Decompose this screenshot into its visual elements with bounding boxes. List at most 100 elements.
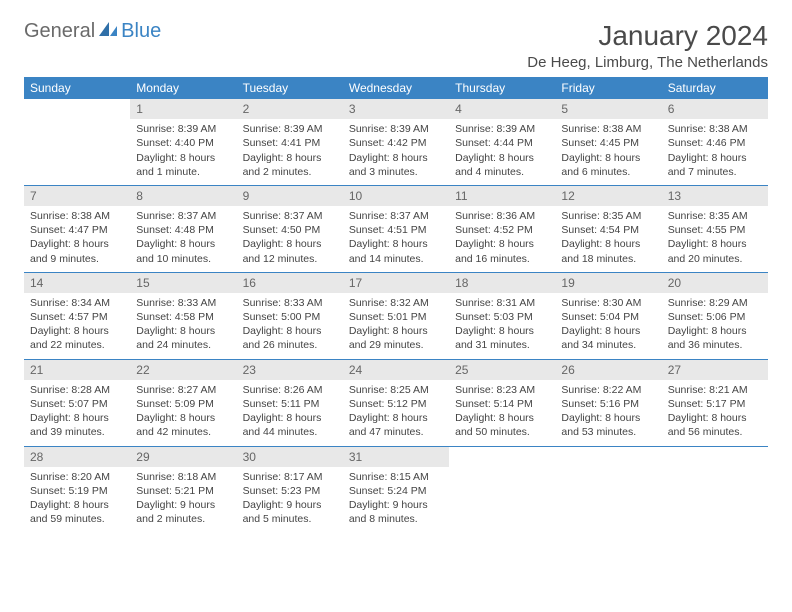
day-sunrise: Sunrise: 8:25 AM bbox=[349, 383, 443, 397]
day-details: Sunrise: 8:36 AMSunset: 4:52 PMDaylight:… bbox=[449, 206, 555, 272]
day-dl2: and 2 minutes. bbox=[136, 512, 230, 526]
day-dl2: and 1 minute. bbox=[136, 165, 230, 179]
day-number: 17 bbox=[343, 273, 449, 293]
calendar-cell: 15Sunrise: 8:33 AMSunset: 4:58 PMDayligh… bbox=[130, 272, 236, 359]
day-dl2: and 26 minutes. bbox=[243, 338, 337, 352]
calendar-cell: 24Sunrise: 8:25 AMSunset: 5:12 PMDayligh… bbox=[343, 359, 449, 446]
day-sunrise: Sunrise: 8:39 AM bbox=[455, 122, 549, 136]
day-dl2: and 56 minutes. bbox=[668, 425, 762, 439]
day-dl1: Daylight: 8 hours bbox=[349, 324, 443, 338]
day-sunset: Sunset: 5:04 PM bbox=[561, 310, 655, 324]
day-sunrise: Sunrise: 8:32 AM bbox=[349, 296, 443, 310]
calendar-cell: 16Sunrise: 8:33 AMSunset: 5:00 PMDayligh… bbox=[237, 272, 343, 359]
day-number: 9 bbox=[237, 186, 343, 206]
day-number: 23 bbox=[237, 360, 343, 380]
day-dl1: Daylight: 8 hours bbox=[136, 411, 230, 425]
day-number: 22 bbox=[130, 360, 236, 380]
calendar-cell: 27Sunrise: 8:21 AMSunset: 5:17 PMDayligh… bbox=[662, 359, 768, 446]
day-details: Sunrise: 8:17 AMSunset: 5:23 PMDaylight:… bbox=[237, 467, 343, 533]
day-number: 28 bbox=[24, 447, 130, 467]
day-sunrise: Sunrise: 8:37 AM bbox=[136, 209, 230, 223]
day-details: Sunrise: 8:39 AMSunset: 4:44 PMDaylight:… bbox=[449, 119, 555, 185]
calendar-cell: .. bbox=[555, 446, 661, 532]
day-details: Sunrise: 8:39 AMSunset: 4:42 PMDaylight:… bbox=[343, 119, 449, 185]
day-dl2: and 59 minutes. bbox=[30, 512, 124, 526]
weekday-header: Saturday bbox=[662, 77, 768, 99]
calendar-cell: 22Sunrise: 8:27 AMSunset: 5:09 PMDayligh… bbox=[130, 359, 236, 446]
day-details: Sunrise: 8:37 AMSunset: 4:51 PMDaylight:… bbox=[343, 206, 449, 272]
day-details: Sunrise: 8:34 AMSunset: 4:57 PMDaylight:… bbox=[24, 293, 130, 359]
day-dl2: and 39 minutes. bbox=[30, 425, 124, 439]
day-sunrise: Sunrise: 8:18 AM bbox=[136, 470, 230, 484]
location: De Heeg, Limburg, The Netherlands bbox=[527, 54, 768, 71]
calendar-cell: .. bbox=[24, 99, 130, 185]
day-sunset: Sunset: 4:55 PM bbox=[668, 223, 762, 237]
day-dl2: and 20 minutes. bbox=[668, 252, 762, 266]
day-details: Sunrise: 8:39 AMSunset: 4:41 PMDaylight:… bbox=[237, 119, 343, 185]
calendar-cell: 29Sunrise: 8:18 AMSunset: 5:21 PMDayligh… bbox=[130, 446, 236, 532]
day-dl1: Daylight: 8 hours bbox=[561, 411, 655, 425]
day-dl1: Daylight: 8 hours bbox=[668, 237, 762, 251]
day-dl2: and 18 minutes. bbox=[561, 252, 655, 266]
day-sunrise: Sunrise: 8:39 AM bbox=[243, 122, 337, 136]
day-number: 7 bbox=[24, 186, 130, 206]
day-dl2: and 47 minutes. bbox=[349, 425, 443, 439]
day-number: 29 bbox=[130, 447, 236, 467]
day-dl1: Daylight: 8 hours bbox=[243, 324, 337, 338]
calendar-cell: 28Sunrise: 8:20 AMSunset: 5:19 PMDayligh… bbox=[24, 446, 130, 532]
day-dl1: Daylight: 8 hours bbox=[243, 151, 337, 165]
day-sunrise: Sunrise: 8:17 AM bbox=[243, 470, 337, 484]
day-sunrise: Sunrise: 8:21 AM bbox=[668, 383, 762, 397]
day-sunrise: Sunrise: 8:37 AM bbox=[243, 209, 337, 223]
day-sunrise: Sunrise: 8:28 AM bbox=[30, 383, 124, 397]
day-dl1: Daylight: 9 hours bbox=[349, 498, 443, 512]
calendar-cell: 9Sunrise: 8:37 AMSunset: 4:50 PMDaylight… bbox=[237, 185, 343, 272]
calendar-cell: 14Sunrise: 8:34 AMSunset: 4:57 PMDayligh… bbox=[24, 272, 130, 359]
day-details: Sunrise: 8:15 AMSunset: 5:24 PMDaylight:… bbox=[343, 467, 449, 533]
day-dl2: and 34 minutes. bbox=[561, 338, 655, 352]
calendar-cell: 2Sunrise: 8:39 AMSunset: 4:41 PMDaylight… bbox=[237, 99, 343, 185]
calendar-cell: 11Sunrise: 8:36 AMSunset: 4:52 PMDayligh… bbox=[449, 185, 555, 272]
day-sunset: Sunset: 4:42 PM bbox=[349, 136, 443, 150]
calendar-cell: 30Sunrise: 8:17 AMSunset: 5:23 PMDayligh… bbox=[237, 446, 343, 532]
weekday-header: Wednesday bbox=[343, 77, 449, 99]
calendar-cell: 7Sunrise: 8:38 AMSunset: 4:47 PMDaylight… bbox=[24, 185, 130, 272]
day-number: 1 bbox=[130, 99, 236, 119]
day-dl2: and 5 minutes. bbox=[243, 512, 337, 526]
weekday-header: Sunday bbox=[24, 77, 130, 99]
day-number: 5 bbox=[555, 99, 661, 119]
day-number: 6 bbox=[662, 99, 768, 119]
day-dl1: Daylight: 8 hours bbox=[455, 237, 549, 251]
calendar-cell: 12Sunrise: 8:35 AMSunset: 4:54 PMDayligh… bbox=[555, 185, 661, 272]
day-dl2: and 3 minutes. bbox=[349, 165, 443, 179]
day-dl1: Daylight: 8 hours bbox=[30, 324, 124, 338]
day-dl2: and 50 minutes. bbox=[455, 425, 549, 439]
day-sunset: Sunset: 4:45 PM bbox=[561, 136, 655, 150]
day-dl1: Daylight: 8 hours bbox=[455, 411, 549, 425]
calendar-table: Sunday Monday Tuesday Wednesday Thursday… bbox=[24, 77, 768, 532]
day-details: Sunrise: 8:38 AMSunset: 4:47 PMDaylight:… bbox=[24, 206, 130, 272]
day-number: 25 bbox=[449, 360, 555, 380]
weekday-header: Tuesday bbox=[237, 77, 343, 99]
day-dl2: and 44 minutes. bbox=[243, 425, 337, 439]
day-sunset: Sunset: 5:24 PM bbox=[349, 484, 443, 498]
day-number: 18 bbox=[449, 273, 555, 293]
day-details: Sunrise: 8:38 AMSunset: 4:46 PMDaylight:… bbox=[662, 119, 768, 185]
calendar-row: 7Sunrise: 8:38 AMSunset: 4:47 PMDaylight… bbox=[24, 185, 768, 272]
day-number: 12 bbox=[555, 186, 661, 206]
calendar-cell: 17Sunrise: 8:32 AMSunset: 5:01 PMDayligh… bbox=[343, 272, 449, 359]
day-sunrise: Sunrise: 8:34 AM bbox=[30, 296, 124, 310]
day-details: Sunrise: 8:20 AMSunset: 5:19 PMDaylight:… bbox=[24, 467, 130, 533]
day-sunset: Sunset: 5:14 PM bbox=[455, 397, 549, 411]
day-details: Sunrise: 8:21 AMSunset: 5:17 PMDaylight:… bbox=[662, 380, 768, 446]
day-number: 8 bbox=[130, 186, 236, 206]
day-dl1: Daylight: 8 hours bbox=[30, 498, 124, 512]
day-sunrise: Sunrise: 8:31 AM bbox=[455, 296, 549, 310]
day-sunset: Sunset: 4:52 PM bbox=[455, 223, 549, 237]
day-dl1: Daylight: 8 hours bbox=[455, 324, 549, 338]
day-dl1: Daylight: 8 hours bbox=[349, 237, 443, 251]
day-dl2: and 24 minutes. bbox=[136, 338, 230, 352]
day-number: 31 bbox=[343, 447, 449, 467]
day-dl1: Daylight: 8 hours bbox=[668, 151, 762, 165]
day-dl1: Daylight: 8 hours bbox=[243, 411, 337, 425]
